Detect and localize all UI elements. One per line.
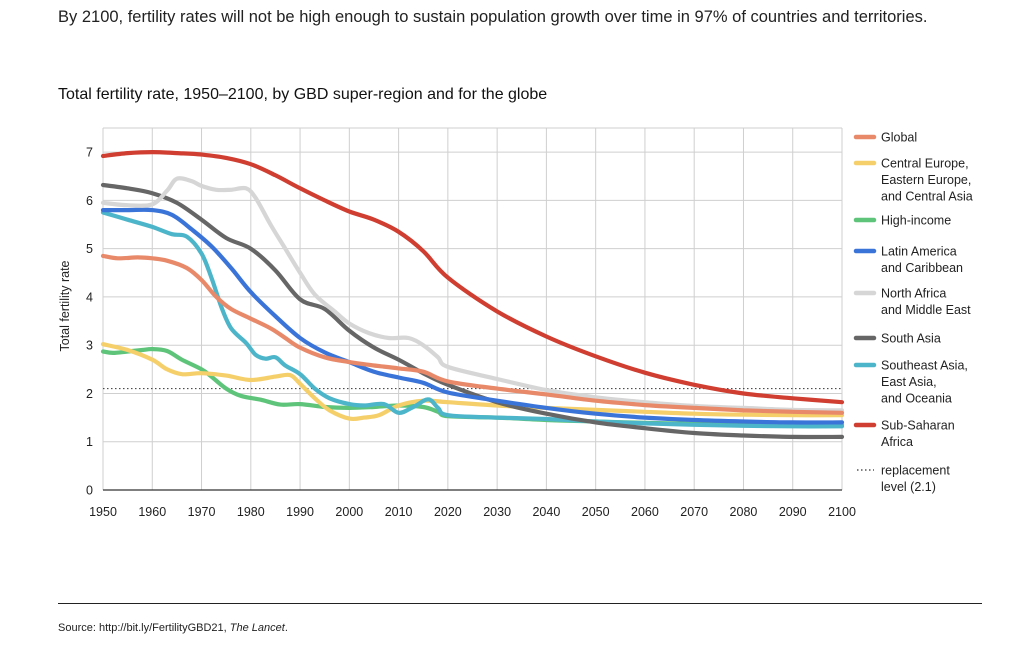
- headline: By 2100, fertility rates will not be hig…: [58, 8, 928, 26]
- legend-label-replacement: replacement level (2.1): [881, 464, 950, 495]
- x-tick-label: 2080: [730, 505, 758, 519]
- x-tick-label: 2070: [680, 505, 708, 519]
- x-tick-label: 2040: [532, 505, 560, 519]
- y-tick-label: 3: [86, 339, 93, 353]
- source-suffix: .: [284, 622, 288, 634]
- x-tick-label: 2010: [385, 505, 413, 519]
- series-line-north-africa-and-middle-east: [100, 176, 845, 413]
- x-tick-label: 2060: [631, 505, 659, 519]
- y-tick-label: 0: [86, 484, 93, 498]
- x-tick-label: 2030: [483, 505, 511, 519]
- y-tick-label: 7: [86, 146, 93, 160]
- series-line-sub-saharan-africa: [100, 150, 845, 405]
- legend-label-high-income: High-income: [881, 214, 951, 228]
- x-tick-label: 2050: [582, 505, 610, 519]
- source-prefix: Source: http://bit.ly/FertilityGBD21,: [58, 622, 230, 634]
- y-tick-label: 1: [86, 435, 93, 449]
- legend: Global Central Europe, Eastern Europe, and …: [853, 131, 973, 495]
- x-tick-label: 2020: [434, 505, 462, 519]
- x-tick-label: 1990: [286, 505, 314, 519]
- series-line-south-asia: [100, 182, 845, 440]
- x-axis-ticks: 1950 1960 1970 1980 1990 2000 2010 2020 2030 2040…: [89, 505, 856, 519]
- x-tick-label: 2000: [335, 505, 363, 519]
- x-tick-label: 2090: [779, 505, 807, 519]
- x-tick-label: 2100: [828, 505, 856, 519]
- legend-label-north-africa-and-middle-east: North Africa and Middle East: [881, 287, 971, 318]
- y-tick-label: 2: [86, 387, 93, 401]
- series-line-latin-america-and-caribbean: [100, 207, 845, 425]
- x-tick-label: 1970: [188, 505, 216, 519]
- legend-label-southeast-asia-east-asia-and-oceania: Southeast Asia, East Asia, and Oceania: [881, 359, 968, 406]
- legend-label-global: Global: [881, 131, 917, 145]
- legend-label-south-asia: South Asia: [881, 332, 941, 346]
- y-axis-ticks: 0 1 2 3 4 5 6 7: [86, 146, 93, 498]
- y-axis-label: Total fertility rate: [58, 260, 72, 351]
- series-lines: [100, 150, 845, 440]
- source-journal: The Lancet: [229, 622, 285, 634]
- x-tick-label: 1980: [237, 505, 265, 519]
- source-note: Source: http://bit.ly/FertilityGBD21, Th…: [58, 622, 288, 634]
- legend-label-central-europe-eastern-europe-and-central-asia: Central Europe, Eastern Europe, and Centra…: [881, 157, 973, 204]
- x-tick-label: 1950: [89, 505, 117, 519]
- y-tick-label: 4: [86, 290, 93, 304]
- x-tick-label: 1960: [138, 505, 166, 519]
- series-line-central-europe-eastern-europe-and-central-asia: [100, 342, 845, 422]
- legend-label-latin-america-and-caribbean: Latin America and Caribbean: [881, 245, 963, 276]
- y-tick-label: 6: [86, 194, 93, 208]
- footer-divider: [58, 603, 982, 604]
- series-line-global: [100, 253, 845, 415]
- legend-label-sub-saharan-africa: Sub-Saharan Africa: [881, 419, 955, 450]
- y-tick-label: 5: [86, 242, 93, 256]
- chart-title: Total fertility rate, 1950–2100, by GBD …: [58, 86, 548, 103]
